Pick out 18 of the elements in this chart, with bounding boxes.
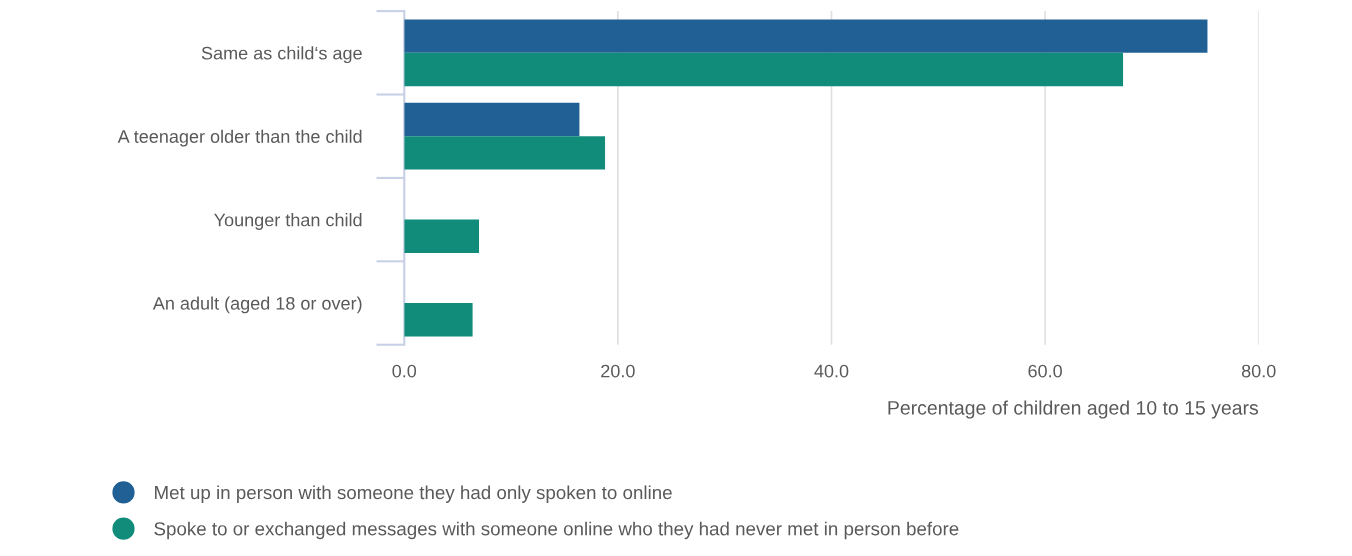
y-tick-label: Younger than child — [214, 213, 362, 230]
x-tick-label: 80.0 — [1241, 364, 1276, 378]
y-tick-label: A teenager older than the child — [117, 129, 362, 147]
x-tick-label: 20.0 — [601, 364, 635, 378]
bar — [404, 136, 606, 170]
bar — [404, 102, 580, 137]
y-tick-label: An adult (aged 18 or over) — [152, 296, 362, 314]
x-tick-label: 60.0 — [1028, 364, 1062, 378]
legend-label: Met up in person with someone they had only spoken to online — [155, 485, 672, 503]
bar — [404, 219, 480, 253]
bar — [404, 303, 473, 337]
y-tick-label: Same as child‘s age — [201, 46, 362, 64]
legend-label: Spoke to or exchanged messages with someone online who they had never met in person before — [154, 521, 959, 540]
bar — [404, 52, 1124, 87]
bar — [404, 19, 1208, 53]
x-tick-label: 40.0 — [814, 364, 849, 378]
x-tick-label: 0.0 — [392, 364, 417, 378]
x-axis-title: Percentage of children aged 10 to 15 years — [888, 400, 1259, 419]
